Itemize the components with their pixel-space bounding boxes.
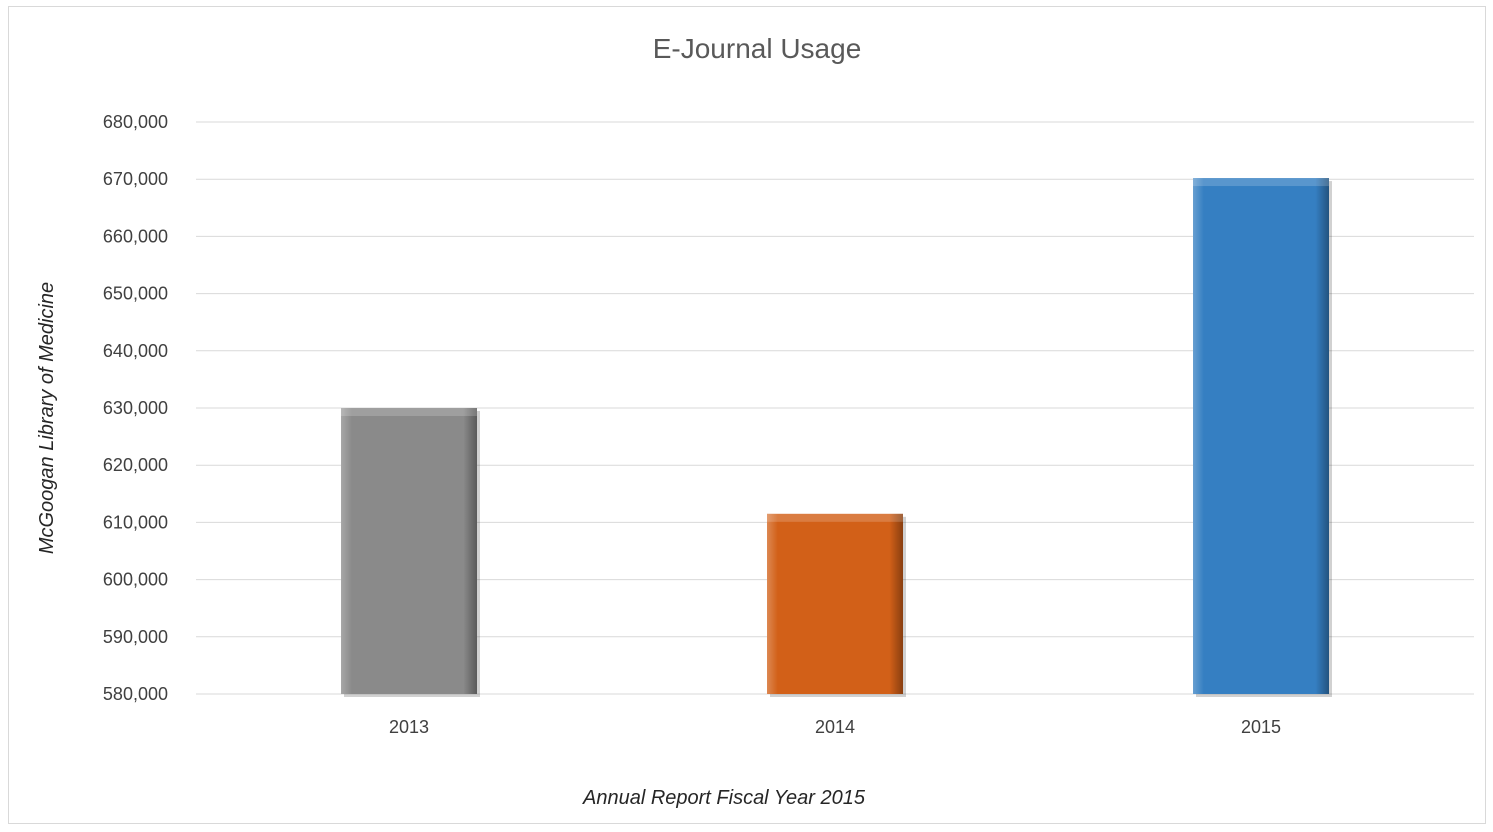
y-tick-label: 670,000 xyxy=(103,169,168,189)
x-axis-ticks: 2013 2014 2015 xyxy=(389,717,1281,737)
bar-bevel xyxy=(767,513,903,694)
x-axis-label: Annual Report Fiscal Year 2015 xyxy=(582,787,866,809)
bar-top-bevel xyxy=(767,513,903,522)
y-tick-label: 620,000 xyxy=(103,455,168,475)
bar-top-bevel xyxy=(1193,178,1329,187)
y-tick-label: 580,000 xyxy=(103,684,168,704)
bar-bevel xyxy=(341,408,477,694)
bar-bevel xyxy=(1193,178,1329,694)
x-tick-label: 2014 xyxy=(815,717,855,737)
y-tick-label: 650,000 xyxy=(103,284,168,304)
y-tick-label: 680,000 xyxy=(103,112,168,132)
x-tick-label: 2015 xyxy=(1241,717,1281,737)
x-tick-label: 2013 xyxy=(389,717,429,737)
y-tick-label: 630,000 xyxy=(103,398,168,418)
y-axis-ticks: 580,000 590,000 600,000 610,000 620,000 630,0… xyxy=(103,112,168,704)
y-tick-label: 640,000 xyxy=(103,341,168,361)
y-tick-label: 660,000 xyxy=(103,226,168,246)
bar-top-bevel xyxy=(341,408,477,416)
y-tick-label: 590,000 xyxy=(103,627,168,647)
y-axis-label: McGoogan Library of Medicine xyxy=(36,282,58,554)
y-tick-label: 610,000 xyxy=(103,512,168,532)
bar-2014 xyxy=(767,513,906,697)
bar-2015 xyxy=(1193,178,1332,697)
bars xyxy=(341,178,1332,697)
y-tick-label: 600,000 xyxy=(103,570,168,590)
bar-2013 xyxy=(341,408,480,697)
chart-title: E-Journal Usage xyxy=(653,33,862,64)
